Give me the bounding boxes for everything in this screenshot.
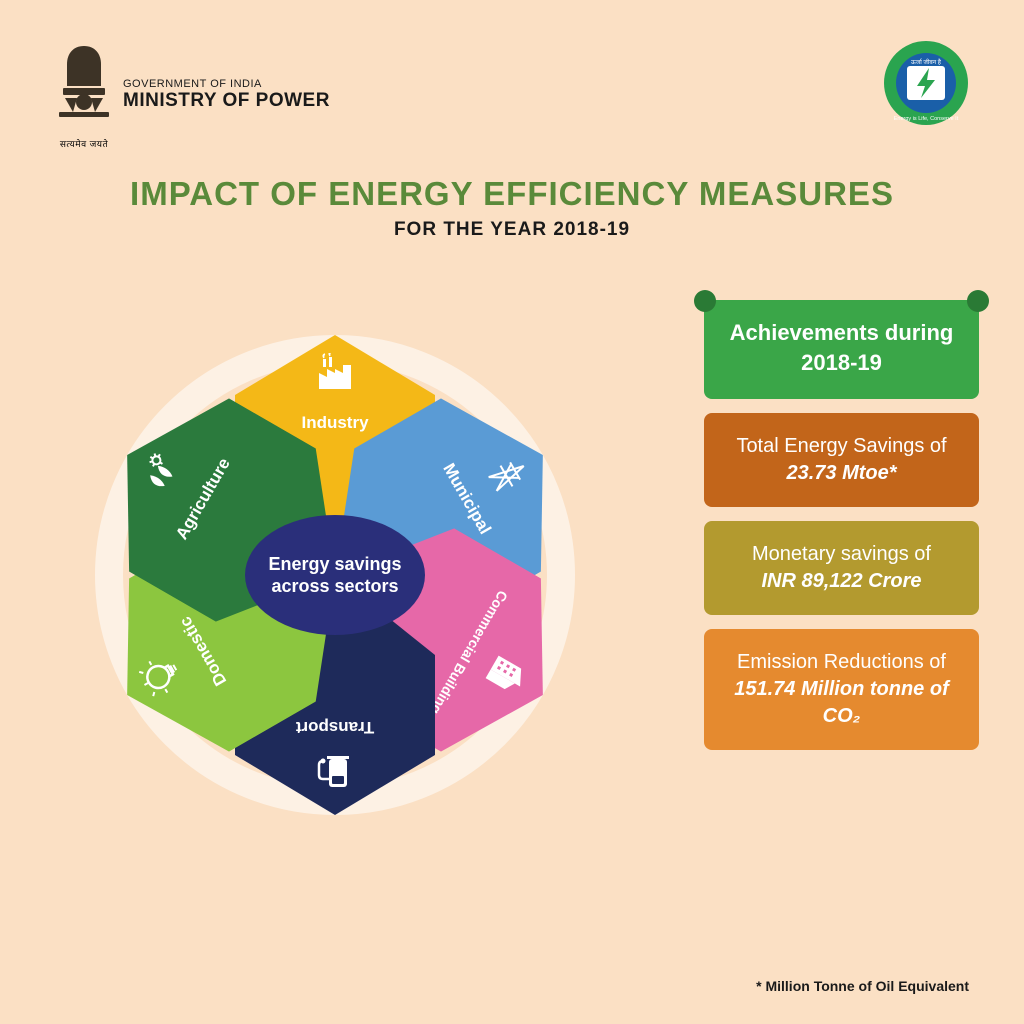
bulb-icon [132,645,192,705]
flower-diagram: Industry11.67MtoeMunicipal1.08MtoeCommer… [45,285,625,865]
diagram-center: Energy savings across sectors [245,515,425,635]
sector-label: Transport [296,717,374,737]
achievement-text-b: 23.73 Mtoe* [718,460,965,487]
ministry-of-power-label: MINISTRY OF POWER [123,90,330,112]
achievements-header: Achievements during 2018-19 [704,300,979,399]
bee-logo: ऊर्जा जीवन है Energy is Life, Conserve I… [883,40,969,131]
leaf-icon [132,445,192,505]
diagram-center-label: Energy savings across sectors [245,553,425,598]
main-title: IMPACT OF ENERGY EFFICIENCY MEASURES [0,175,1024,213]
factory-icon [313,353,357,397]
achievement-text-a: Total Energy Savings of [718,433,965,460]
india-emblem: सत्यमेव जयते [55,40,113,150]
emblem-motto: सत्यमेव जयते [55,137,113,150]
page-header: सत्यमेव जयते GOVERNMENT OF INDIA MINISTR… [55,40,969,150]
achievement-text-b: 151.74 Million tonne of CO₂ [718,676,965,730]
ministry-block: सत्यमेव जयते GOVERNMENT OF INDIA MINISTR… [55,40,330,150]
building-icon [478,645,538,705]
ministry-text: GOVERNMENT OF INDIA MINISTRY OF POWER [123,78,330,112]
achievements-panel: Achievements during 2018-19 Total Energy … [704,300,979,750]
achievement-card: Emission Reductions of151.74 Million ton… [704,629,979,750]
achievement-text-a: Monetary savings of [718,541,965,568]
fuel-icon [313,753,357,797]
pylon-icon [478,445,538,505]
sector-label: Industry [301,413,368,433]
bee-hindi-text: ऊर्जा जीवन है [911,58,942,66]
footnote: * Million Tonne of Oil Equivalent [756,978,969,994]
subtitle: FOR THE YEAR 2018-19 [0,219,1024,241]
gov-of-india-label: GOVERNMENT OF INDIA [123,78,330,90]
achievement-card: Monetary savings ofINR 89,122 Crore [704,521,979,615]
title-block: IMPACT OF ENERGY EFFICIENCY MEASURES FOR… [0,175,1024,241]
achievements-header-label: Achievements during 2018-19 [730,320,954,375]
page-root: सत्यमेव जयते GOVERNMENT OF INDIA MINISTR… [0,0,1024,1024]
achievement-card: Total Energy Savings of23.73 Mtoe* [704,413,979,507]
achievement-text-a: Emission Reductions of [718,649,965,676]
achievement-text-b: INR 89,122 Crore [718,568,965,595]
bee-eng-text: Energy is Life, Conserve It [894,116,959,122]
